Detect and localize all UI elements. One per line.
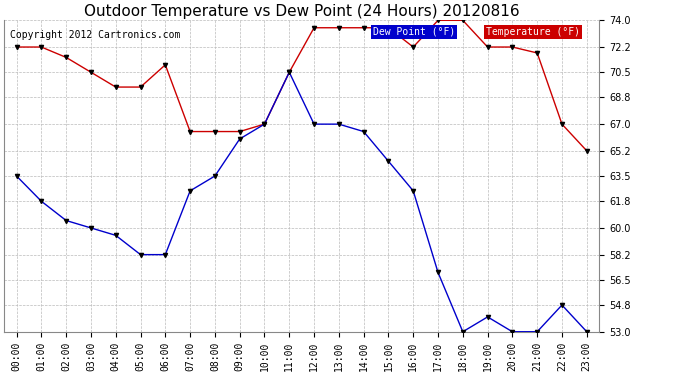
Text: Dew Point (°F): Dew Point (°F) xyxy=(373,27,455,36)
Title: Outdoor Temperature vs Dew Point (24 Hours) 20120816: Outdoor Temperature vs Dew Point (24 Hou… xyxy=(84,4,520,19)
Text: Temperature (°F): Temperature (°F) xyxy=(486,27,580,36)
Text: Copyright 2012 Cartronics.com: Copyright 2012 Cartronics.com xyxy=(10,30,181,40)
